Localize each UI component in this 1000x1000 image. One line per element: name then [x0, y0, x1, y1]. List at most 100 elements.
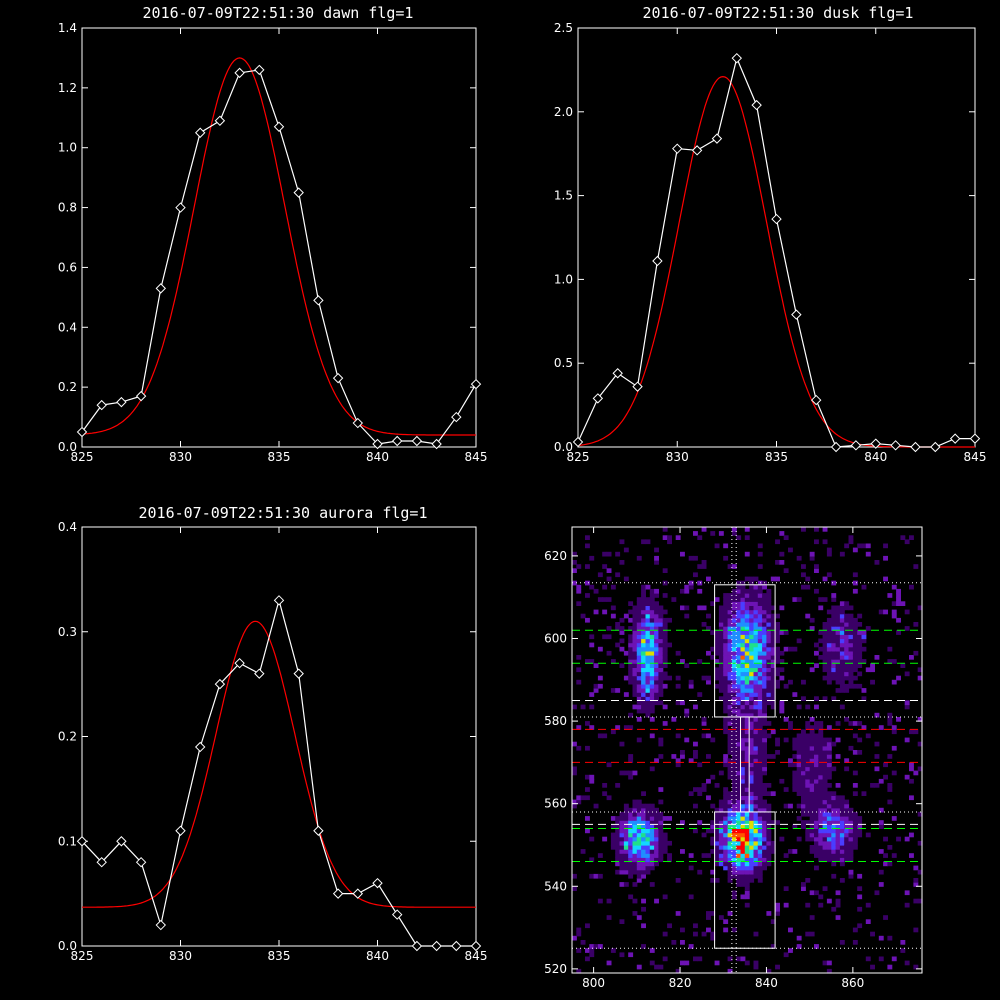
heatmap-cell: [736, 795, 742, 801]
heatmap-cell: [636, 638, 642, 644]
heatmap-cell: [848, 630, 854, 635]
heatmap-cell: [662, 832, 668, 838]
heatmap-cell: [814, 803, 819, 809]
heatmap-cell: [749, 824, 755, 829]
heatmap-cell: [744, 593, 750, 598]
heatmap-cell: [770, 791, 776, 796]
heatmap-cell: [645, 597, 651, 602]
heatmap-cell: [740, 774, 746, 780]
heatmap-cell: [874, 754, 880, 759]
heatmap-cell: [731, 692, 737, 697]
heatmap-cell: [736, 770, 742, 776]
heatmap-cell: [753, 634, 759, 640]
heatmap-cell: [749, 588, 755, 594]
heatmap-cell: [809, 626, 815, 631]
heatmap-cell: [740, 626, 746, 631]
heatmap-cell: [770, 630, 776, 635]
heatmap-cell: [645, 712, 651, 718]
heatmap-cell: [801, 824, 806, 829]
heatmap-cell: [727, 791, 733, 796]
heatmap-cell: [857, 886, 863, 891]
heatmap-cell: [645, 642, 651, 648]
heatmap-cell: [753, 696, 759, 701]
heatmap-cell: [818, 795, 824, 801]
heatmap-cell: [865, 626, 871, 631]
heatmap-cell: [848, 683, 854, 689]
heatmap-cell: [796, 935, 802, 941]
y-tick-label: 0.0: [58, 440, 77, 454]
heatmap-cell: [589, 952, 595, 958]
heatmap-cell: [753, 840, 759, 846]
heatmap-cell: [762, 708, 767, 714]
heatmap-cell: [585, 564, 590, 569]
heatmap-cell: [680, 750, 685, 755]
heatmap-cell: [727, 729, 733, 735]
heatmap-cell: [757, 700, 763, 706]
heatmap-cell: [852, 828, 858, 834]
heatmap-cell: [749, 750, 755, 755]
heatmap-cell: [718, 849, 724, 854]
heatmap-cell: [649, 642, 655, 648]
heatmap-cell: [619, 539, 625, 545]
heatmap-cell: [736, 811, 742, 817]
y-tick-label: 2.0: [554, 105, 573, 119]
heatmap-cell: [710, 803, 716, 809]
heatmap-cell: [731, 865, 737, 871]
heatmap-cell: [826, 770, 832, 776]
data-point: [76, 426, 88, 438]
data-point: [870, 438, 881, 449]
heatmap-cell: [766, 692, 772, 697]
heatmap-cell: [852, 663, 858, 668]
heatmap-cell: [727, 626, 733, 631]
heatmap-cell: [589, 642, 595, 648]
heatmap-cell: [641, 588, 646, 594]
heatmap-cell: [766, 911, 772, 916]
heatmap-cell: [865, 902, 871, 908]
heatmap-cell: [675, 700, 681, 706]
heatmap-cell: [658, 754, 664, 759]
heatmap-cell: [852, 733, 858, 739]
heatmap-cell: [736, 626, 742, 631]
heatmap-cell: [814, 588, 819, 594]
heatmap-cell: [822, 807, 828, 813]
heatmap-cell: [641, 807, 646, 813]
heatmap-cell: [770, 576, 776, 582]
heatmap-cell: [801, 766, 806, 772]
heatmap-cell: [896, 601, 901, 606]
heatmap-cell: [805, 774, 811, 780]
heatmap-cell: [744, 617, 750, 623]
heatmap-cell: [654, 588, 659, 594]
heatmap-cell: [623, 845, 629, 850]
heatmap-cell: [731, 642, 737, 648]
heatmap-cell: [835, 622, 841, 627]
heatmap-cell: [757, 634, 763, 640]
heatmap-cell: [744, 576, 750, 582]
heatmap-cell: [662, 894, 668, 900]
heatmap-cell: [809, 617, 815, 623]
heatmap-cell: [641, 622, 646, 627]
heatmap-cell: [766, 721, 772, 726]
heatmap-cell: [753, 824, 759, 829]
heatmap-cell: [744, 708, 750, 714]
heatmap-cell: [701, 832, 707, 838]
heatmap-cell: [636, 597, 642, 602]
heatmap-cell: [645, 840, 651, 846]
heatmap-cell: [839, 688, 845, 693]
heatmap-cell: [727, 832, 733, 838]
heatmap-cell: [736, 605, 742, 611]
heatmap-cell: [766, 630, 772, 635]
heatmap-cell: [831, 663, 837, 668]
heatmap-cell: [697, 762, 703, 768]
heatmap-cell: [667, 840, 672, 846]
heatmap-cell: [744, 811, 750, 817]
heatmap-cell: [762, 762, 767, 768]
heatmap-cell: [762, 671, 767, 677]
heatmap-cell: [766, 646, 772, 652]
heatmap-cell: [822, 642, 828, 648]
heatmap-cell: [805, 791, 811, 796]
heatmap-cell: [818, 597, 824, 602]
heatmap-cell: [736, 634, 742, 640]
heatmap-cell: [714, 667, 720, 673]
heatmap-cell: [744, 857, 750, 863]
heatmap-cell: [727, 613, 733, 619]
